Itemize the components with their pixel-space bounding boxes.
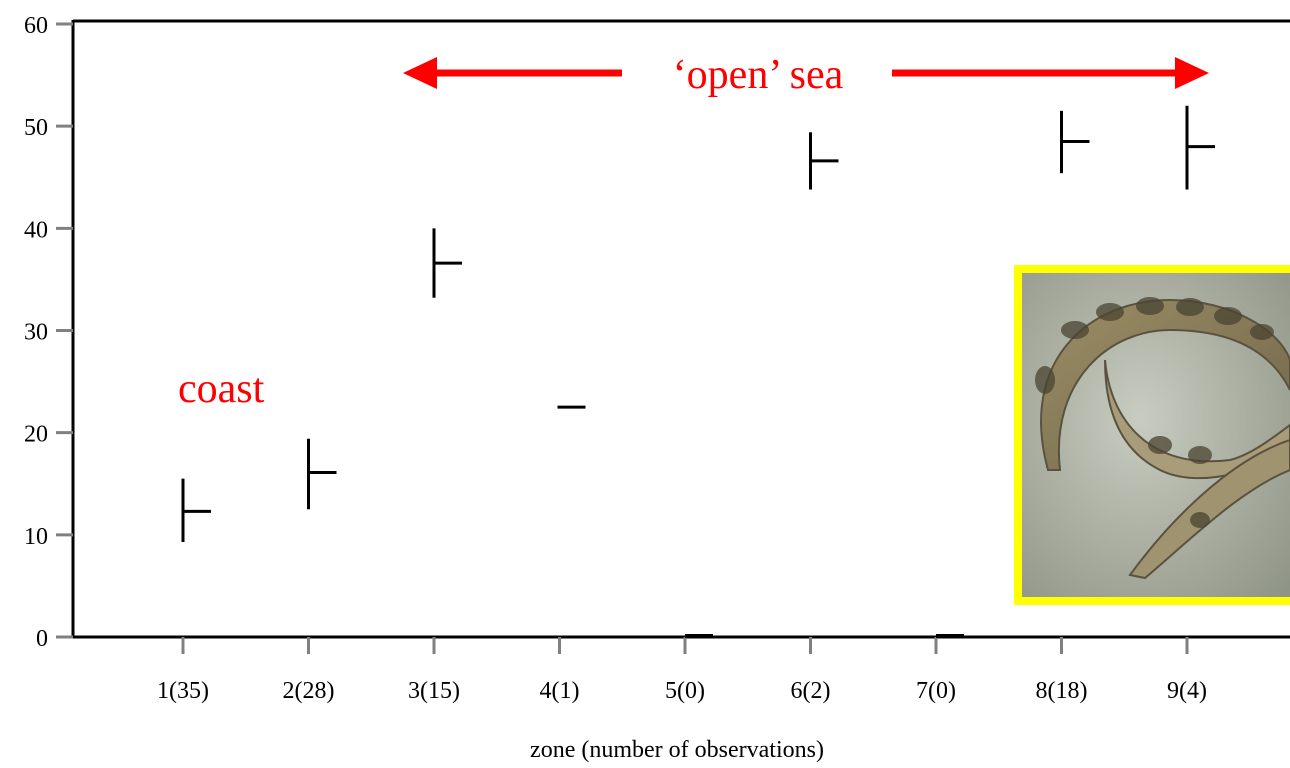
y-tick-label: 30 [24, 320, 48, 346]
x-axis-ticks: 1(35) 2(28) 3(15) 4(1) 5(0) 6(2) 7(0) 8(18) 9(4) [157, 637, 1207, 704]
data-marks [181, 105, 1215, 638]
x-tick-label: 2(28) [283, 678, 335, 704]
worm-lower [1128, 438, 1290, 580]
x-tick-label: 4(1) [540, 678, 580, 704]
data-point [181, 478, 211, 542]
open-sea-annotation: ‘open’ sea [403, 52, 1209, 98]
x-tick-label: 1(35) [157, 678, 209, 704]
y-tick-label: 40 [24, 217, 48, 243]
y-tick-label: 20 [24, 422, 48, 448]
y-tick-label: 10 [24, 524, 48, 550]
x-tick-label: 9(4) [1167, 678, 1207, 704]
data-point [432, 228, 462, 298]
data-point [1060, 110, 1090, 174]
inset-photo [1014, 265, 1290, 605]
y-tick-label: 60 [24, 13, 48, 39]
x-axis-title: zone (number of observations) [530, 737, 824, 763]
data-point [1185, 105, 1215, 190]
coast-label: coast [178, 366, 265, 412]
y-tick-label: 50 [24, 115, 48, 141]
right-arrowhead [1175, 57, 1209, 89]
x-tick-label: 8(18) [1036, 678, 1088, 704]
left-arrowhead [403, 57, 437, 89]
y-tick-label: 0 [36, 626, 48, 652]
inset-border [1014, 265, 1290, 605]
data-point [809, 132, 839, 190]
data-point [307, 438, 337, 510]
x-tick-label: 3(15) [408, 678, 460, 704]
x-tick-label: 7(0) [916, 678, 956, 704]
y-axis-ticks: 0 10 20 30 40 50 60 [24, 13, 73, 652]
x-tick-label: 6(2) [791, 678, 831, 704]
x-tick-label: 5(0) [665, 678, 705, 704]
open-sea-label: ‘open’ sea [673, 52, 844, 98]
